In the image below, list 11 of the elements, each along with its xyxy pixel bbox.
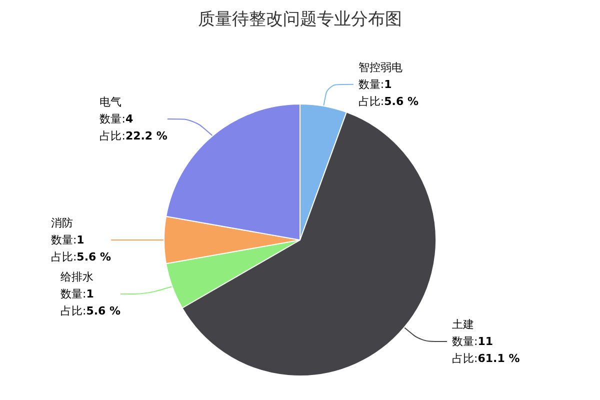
slice-label: 电气 [100, 95, 122, 108]
slice-label: 消防 [50, 216, 73, 230]
data-label: 数量:11 占比:61.1 % [452, 335, 520, 366]
data-label: 数量:1 占比:5.6 % [358, 78, 418, 108]
data-label: 数量:1 占比:5.6 % [60, 288, 121, 318]
slice-label: 给排水 [60, 270, 94, 284]
data-label: 数量:4 占比:22.2 % [100, 112, 168, 142]
slice-label: 智控弱电 [358, 60, 402, 74]
data-label: 数量:1 占比:5.6 % [50, 234, 112, 264]
chart-title: 质量待整改问题专业分布图 [198, 10, 402, 30]
slice-label: 土建 [452, 318, 474, 332]
